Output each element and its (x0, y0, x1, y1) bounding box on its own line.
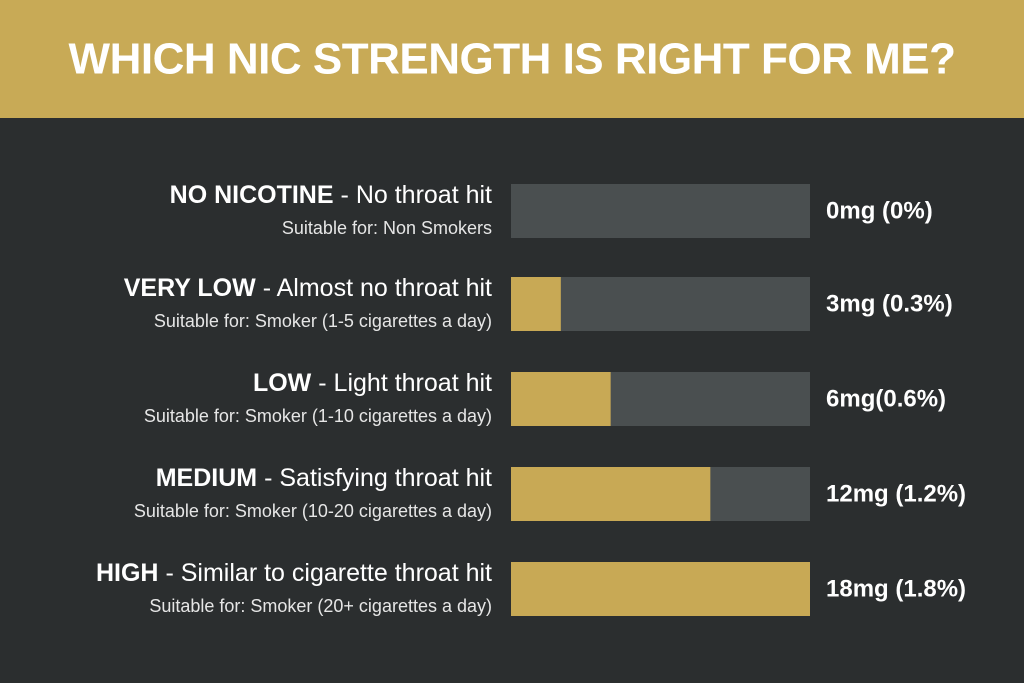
suitability-label: Suitable for: Smoker (20+ cigarettes a d… (149, 596, 492, 616)
bar-track (511, 184, 810, 238)
category-name: VERY LOW (124, 274, 256, 302)
category-label: MEDIUM - Satisfying throat hit (156, 464, 492, 492)
suitability-label: Suitable for: Smoker (10-20 cigarettes a… (134, 501, 492, 521)
category-label: HIGH - Similar to cigarette throat hit (96, 559, 492, 587)
category-description: - Almost no throat hit (263, 274, 492, 302)
suitability-label: Suitable for: Smoker (1-5 cigarettes a d… (154, 311, 492, 331)
value-label: 0mg (0%) (826, 197, 933, 224)
category-description: - Similar to cigarette throat hit (165, 559, 492, 587)
category-name: NO NICOTINE (170, 181, 334, 209)
value-label: 18mg (1.8%) (826, 575, 966, 602)
category-name: MEDIUM (156, 464, 257, 492)
chart-title: WHICH NIC STRENGTH IS RIGHT FOR ME? (69, 35, 956, 84)
category-description: - Satisfying throat hit (264, 464, 492, 492)
category-name: LOW (253, 369, 312, 397)
header-band (0, 0, 1024, 118)
value-label: 12mg (1.2%) (826, 480, 966, 507)
category-label: NO NICOTINE - No throat hit (170, 181, 492, 209)
suitability-label: Suitable for: Non Smokers (282, 218, 492, 238)
bar (511, 372, 611, 426)
category-name: HIGH (96, 559, 159, 587)
bar (511, 467, 711, 521)
value-label: 3mg (0.3%) (826, 290, 953, 317)
value-label: 6mg(0.6%) (826, 385, 946, 412)
category-description: - No throat hit (341, 181, 493, 209)
category-description: - Light throat hit (318, 369, 492, 397)
bar (511, 277, 561, 331)
category-label: VERY LOW - Almost no throat hit (124, 274, 492, 302)
suitability-label: Suitable for: Smoker (1-10 cigarettes a … (144, 406, 492, 426)
bar (511, 562, 810, 616)
category-label: LOW - Light throat hit (253, 369, 492, 397)
